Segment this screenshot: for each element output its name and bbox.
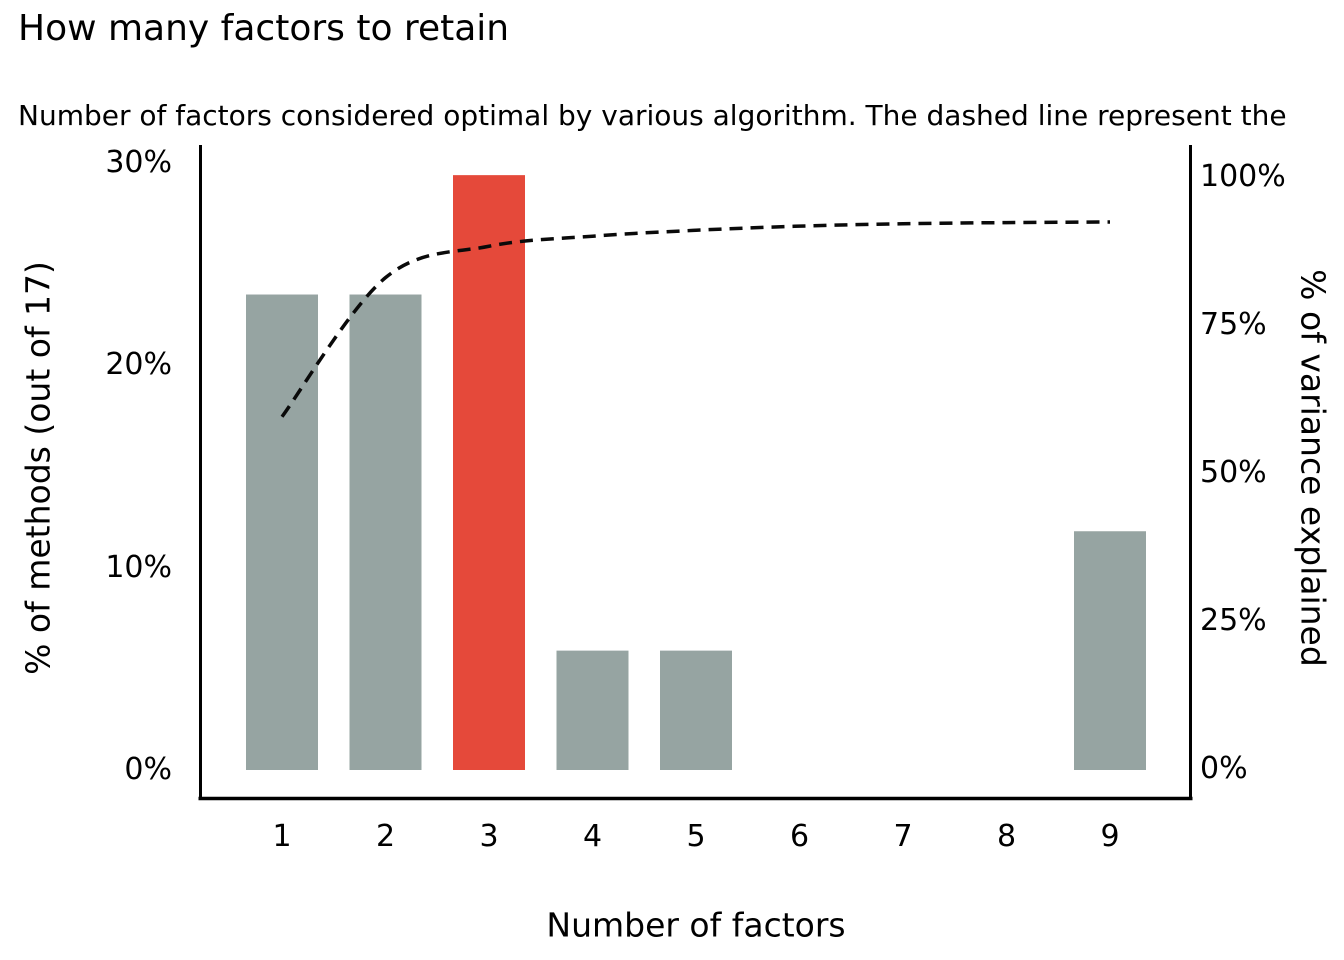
x-axis-tick-label: 1 [272,819,292,854]
right-axis-tick-label: 100% [1200,159,1286,194]
chart-title: How many factors to retain [18,8,510,49]
bar [556,650,629,770]
left-axis-tick-label: 30% [105,145,172,180]
x-axis-tick-label: 4 [582,819,603,854]
right-axis-tick-label: 0% [1200,751,1248,786]
x-axis-title: Number of factors [546,905,846,945]
left-axis-tick-label: 20% [105,347,172,383]
right-axis-tick-label: 25% [1200,603,1267,638]
x-axis-tick-label: 5 [686,819,706,854]
x-axis-tick-label: 7 [893,819,913,854]
variance-line [280,220,1111,418]
y-axis-title-right: % of variance explained [1293,269,1333,667]
right-axis-tick-label: 50% [1200,455,1267,490]
x-axis-tick-label: 6 [789,819,810,854]
bar [246,294,318,770]
x-axis-tick-label: 3 [479,819,499,854]
x-axis-tick-label: 2 [375,819,396,854]
bar [349,294,422,770]
y-axis-title-left: % of methods (out of 17) [18,261,58,675]
x-axis-tick-label: 9 [1100,819,1120,854]
right-axis-tick-label: 75% [1200,307,1267,342]
left-axis-tick-label: 0% [124,752,172,787]
chart-subtitle: Number of factors considered optimal by … [18,99,1287,132]
bar [1074,531,1146,770]
left-axis-tick-label: 10% [105,549,172,585]
bar-highlighted [453,175,525,770]
x-axis-tick-label: 8 [996,819,1017,854]
bar [660,650,732,770]
